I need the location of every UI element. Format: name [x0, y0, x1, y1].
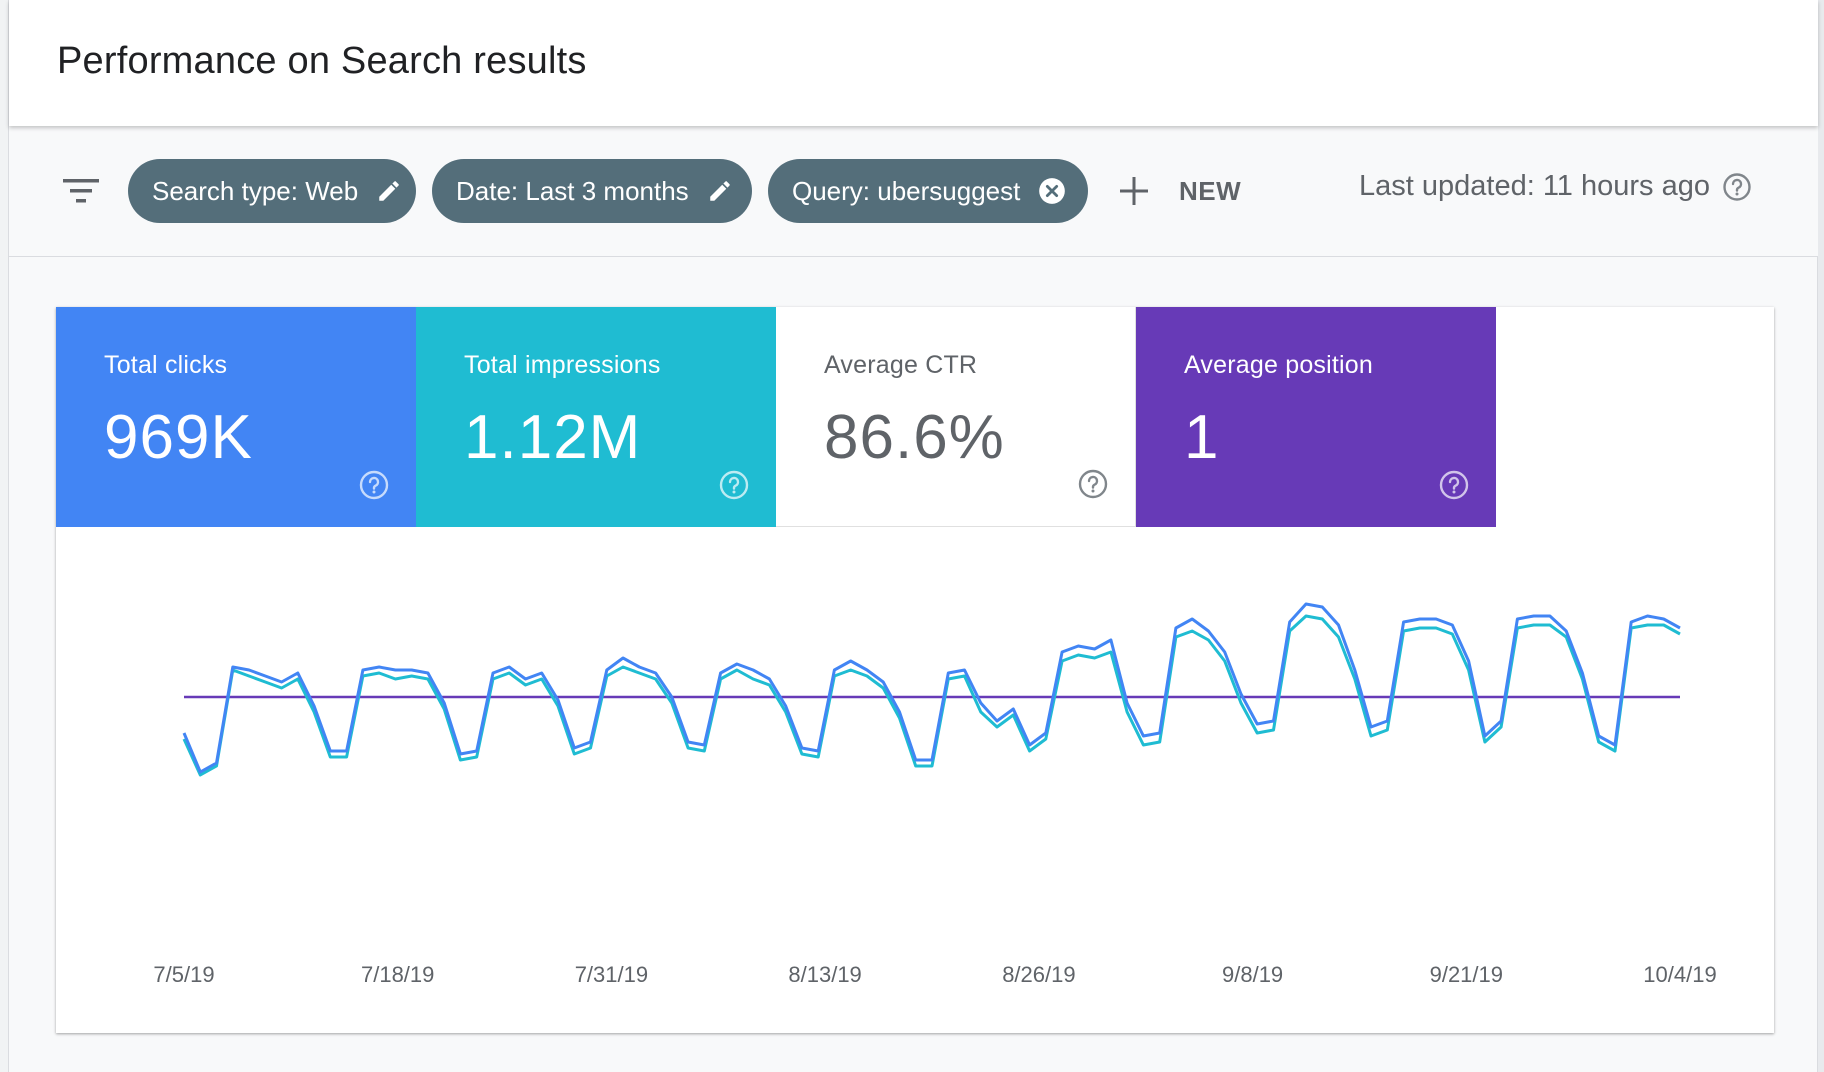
last-updated: Last updated: 11 hours ago: [1359, 170, 1752, 203]
x-tick-label: 9/8/19: [1222, 962, 1283, 987]
metric-total-impressions[interactable]: Total impressions 1.12M: [416, 307, 776, 527]
chip-label: Search type: Web: [152, 175, 359, 206]
metric-total-clicks[interactable]: Total clicks 969K: [56, 307, 416, 527]
metric-label: Total impressions: [464, 351, 661, 379]
clear-icon[interactable]: [1038, 177, 1066, 205]
date-filter-chip[interactable]: Date: Last 3 months: [432, 159, 752, 223]
x-tick-label: 8/13/19: [788, 962, 861, 987]
series-line-total-clicks[interactable]: [182, 602, 1681, 774]
plus-icon: [1120, 177, 1148, 205]
page-title: Performance on Search results: [57, 40, 587, 82]
help-icon[interactable]: [718, 469, 750, 501]
performance-chart[interactable]: 7/5/19 7/18/19 7/31/19 8/13/19 8/26/19 9/8/19…: [56, 527, 1774, 1033]
left-nav-edge: [0, 0, 9, 1072]
metric-average-position[interactable]: Average position 1: [1136, 307, 1496, 527]
last-updated-text: Last updated: 11 hours ago: [1359, 170, 1710, 202]
search-type-filter-chip[interactable]: Search type: Web: [128, 159, 416, 223]
help-icon[interactable]: [358, 469, 390, 501]
x-tick-label: 10/4/19: [1643, 962, 1716, 987]
edit-icon[interactable]: [376, 177, 402, 205]
chip-label: Query: ubersuggest: [792, 175, 1021, 206]
metric-value: 1: [1184, 403, 1220, 472]
x-tick-label: 8/26/19: [1002, 962, 1075, 987]
new-filter-button[interactable]: NEW: [1117, 166, 1241, 216]
x-tick-label: 7/18/19: [361, 962, 434, 987]
chip-label: Date: Last 3 months: [456, 175, 689, 206]
metric-label: Average position: [1184, 351, 1373, 379]
new-filter-label: NEW: [1179, 175, 1242, 206]
help-icon[interactable]: [1077, 468, 1109, 500]
scrollbar[interactable]: [1817, 0, 1824, 1072]
line-chart[interactable]: 7/5/19 7/18/19 7/31/19 8/13/19 8/26/19 9/8/19…: [56, 527, 1774, 1033]
metric-value: 86.6%: [824, 403, 1005, 472]
x-tick-label: 7/31/19: [575, 962, 648, 987]
metric-average-ctr[interactable]: Average CTR 86.6%: [776, 307, 1136, 527]
metric-value: 1.12M: [464, 403, 642, 472]
x-tick-label: 9/21/19: [1430, 962, 1503, 987]
page-header: Performance on Search results: [9, 0, 1818, 126]
query-filter-chip[interactable]: Query: ubersuggest: [768, 159, 1088, 223]
filter-bar: Search type: Web Date: Last 3 months Que…: [9, 126, 1818, 257]
help-icon[interactable]: [1438, 469, 1470, 501]
metric-label: Average CTR: [824, 351, 978, 379]
edit-icon[interactable]: [707, 177, 733, 205]
metric-value: 969K: [104, 403, 253, 472]
x-tick-label: 7/5/19: [153, 962, 214, 987]
help-icon[interactable]: [1722, 172, 1752, 202]
performance-card: Total clicks 969K Total impressions 1.12…: [56, 307, 1774, 1033]
series-line-total-impressions[interactable]: [182, 614, 1681, 777]
filter-icon[interactable]: [61, 176, 101, 206]
metric-label: Total clicks: [104, 351, 228, 379]
